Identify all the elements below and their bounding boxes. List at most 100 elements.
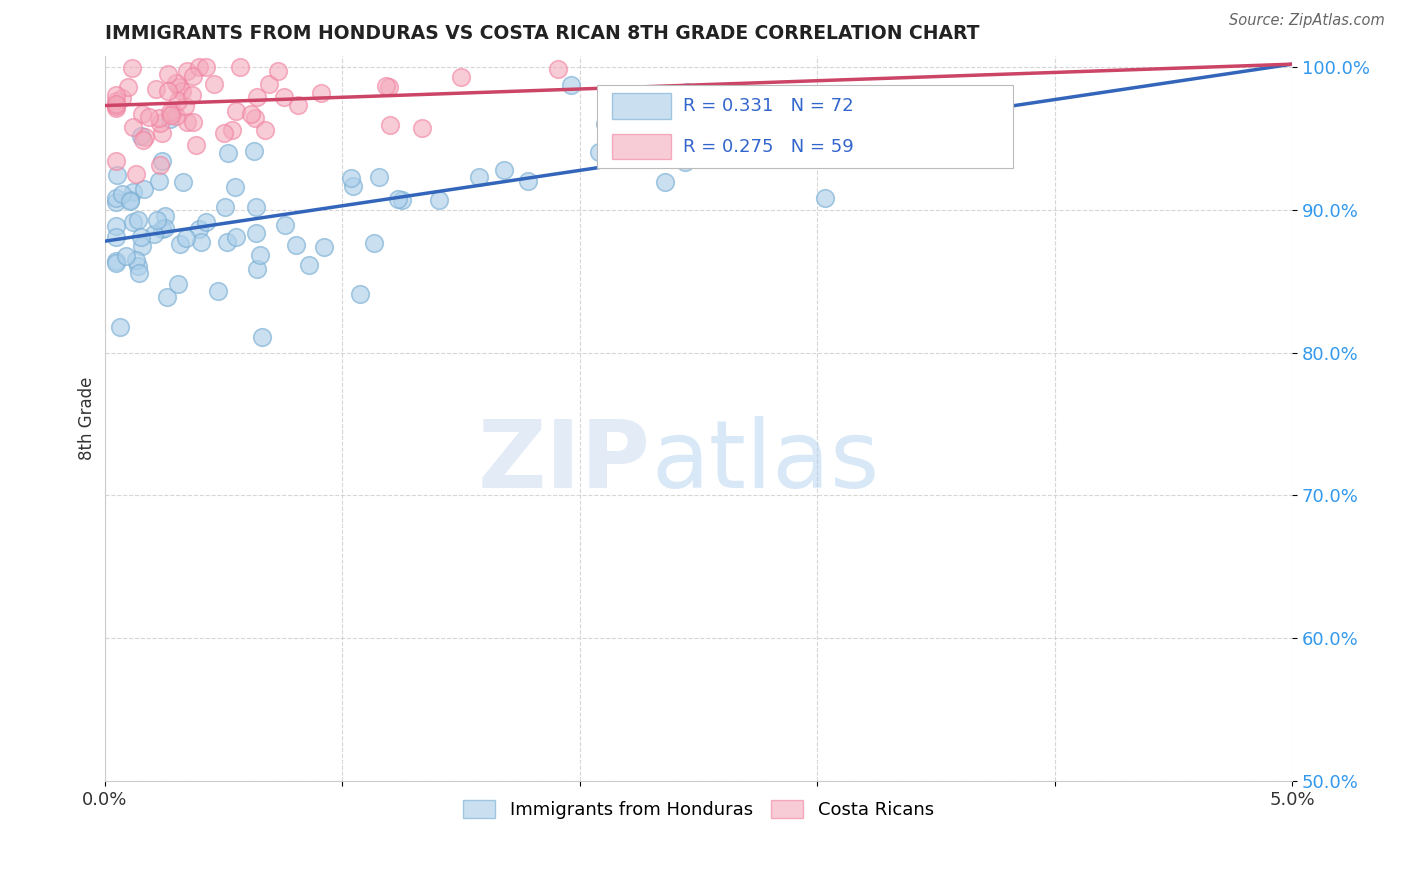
Point	[298, 258, 321, 272]
Point	[128, 266, 150, 280]
Point	[169, 236, 191, 251]
Point	[145, 82, 167, 96]
Point	[654, 175, 676, 189]
Point	[121, 61, 143, 75]
Point	[108, 319, 131, 334]
Point	[166, 95, 188, 109]
Point	[215, 235, 238, 250]
Point	[172, 176, 194, 190]
Point	[181, 69, 204, 83]
Text: IMMIGRANTS FROM HONDURAS VS COSTA RICAN 8TH GRADE CORRELATION CHART: IMMIGRANTS FROM HONDURAS VS COSTA RICAN …	[104, 24, 979, 43]
Text: R = 0.331   N = 72: R = 0.331 N = 72	[683, 97, 853, 115]
Point	[122, 120, 145, 134]
Point	[105, 254, 128, 268]
Point	[254, 123, 277, 137]
Point	[387, 192, 409, 206]
Point	[368, 169, 391, 184]
Point	[814, 191, 837, 205]
Point	[186, 138, 208, 153]
Point	[560, 78, 582, 93]
Point	[240, 107, 263, 121]
Point	[246, 89, 269, 103]
Point	[115, 249, 138, 263]
Point	[132, 133, 155, 147]
Point	[273, 90, 295, 104]
Text: R = 0.275   N = 59: R = 0.275 N = 59	[683, 137, 853, 155]
Point	[250, 330, 273, 344]
Point	[170, 84, 193, 98]
Point	[312, 240, 335, 254]
Point	[105, 88, 128, 103]
Point	[138, 110, 160, 124]
Text: Source: ZipAtlas.com: Source: ZipAtlas.com	[1229, 13, 1385, 29]
Point	[207, 284, 229, 298]
Point	[150, 126, 173, 140]
Point	[468, 170, 491, 185]
Legend: Immigrants from Honduras, Costa Ricans: Immigrants from Honduras, Costa Ricans	[456, 793, 941, 826]
Point	[131, 107, 153, 121]
Point	[342, 178, 364, 193]
Point	[105, 97, 128, 112]
Point	[427, 193, 450, 207]
Point	[105, 219, 128, 233]
Point	[131, 238, 153, 252]
Point	[676, 86, 699, 100]
Point	[156, 290, 179, 304]
Point	[267, 63, 290, 78]
Point	[225, 103, 247, 118]
Point	[121, 215, 143, 229]
Point	[148, 174, 170, 188]
Point	[202, 78, 225, 92]
Point	[274, 218, 297, 232]
Point	[129, 230, 152, 244]
Point	[188, 60, 211, 74]
Point	[125, 252, 148, 267]
Point	[339, 170, 361, 185]
Bar	[612, 134, 671, 160]
Point	[492, 162, 515, 177]
Point	[169, 79, 191, 94]
Point	[165, 109, 187, 123]
Point	[217, 145, 239, 160]
Point	[143, 227, 166, 241]
Point	[450, 70, 472, 84]
Point	[411, 121, 433, 136]
Point	[309, 86, 332, 100]
Point	[224, 180, 246, 194]
Point	[149, 115, 172, 129]
Point	[110, 91, 132, 105]
Point	[165, 76, 187, 90]
Point	[249, 248, 271, 262]
Point	[214, 200, 236, 214]
Point	[156, 67, 179, 81]
Point	[349, 287, 371, 301]
Bar	[598, 85, 1014, 168]
Point	[150, 154, 173, 169]
Point	[105, 191, 128, 205]
Point	[125, 167, 148, 181]
Point	[105, 94, 128, 108]
Point	[245, 200, 267, 214]
Point	[105, 101, 128, 115]
Point	[173, 99, 195, 113]
Point	[378, 79, 401, 94]
Point	[159, 105, 181, 120]
Point	[148, 158, 170, 172]
Point	[225, 230, 247, 244]
Point	[105, 229, 128, 244]
Point	[212, 126, 235, 140]
Point	[176, 231, 198, 245]
Point	[673, 155, 696, 169]
Point	[134, 130, 156, 145]
Point	[285, 237, 308, 252]
Point	[105, 256, 128, 270]
Point	[181, 88, 204, 103]
Point	[547, 62, 569, 76]
Point	[148, 111, 170, 125]
Point	[107, 168, 129, 182]
Point	[221, 122, 243, 136]
Point	[190, 235, 212, 249]
Point	[111, 187, 134, 202]
Point	[121, 186, 143, 200]
Point	[228, 60, 250, 74]
